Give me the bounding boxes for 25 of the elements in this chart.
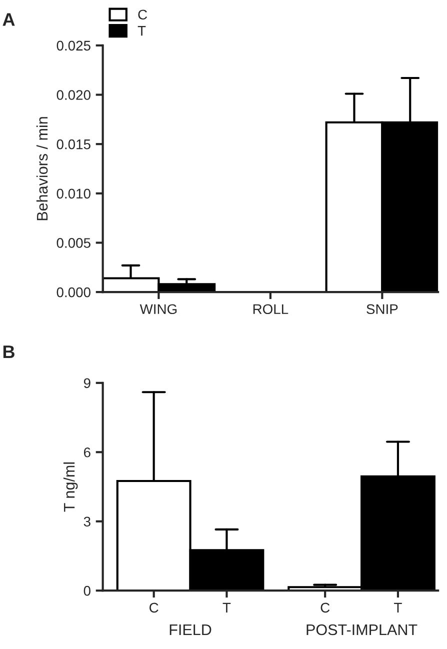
y-tick-label: 9 xyxy=(84,378,90,388)
x-tick-label: SNIP xyxy=(366,304,398,314)
text: POST-IMPLANT xyxy=(306,624,418,636)
y-tick-label: 0 xyxy=(84,586,90,596)
y-tick-label: 3 xyxy=(84,516,90,527)
y-tick-label: 0.000 xyxy=(56,287,90,298)
y-tick-label: 0.020 xyxy=(56,90,90,100)
y-tick-label: 6 xyxy=(84,447,90,458)
text: FIELD xyxy=(170,624,212,635)
chart-title: B xyxy=(3,346,14,358)
legend-label: T xyxy=(138,26,146,36)
x-tick-label: T xyxy=(222,602,231,612)
y-axis-title: T ng/ml xyxy=(63,462,78,512)
legend-label: C xyxy=(138,10,148,20)
x-tick-label: WING xyxy=(140,304,177,314)
x-tick-label: C xyxy=(150,602,158,613)
y-axis-title: Behaviors / min xyxy=(36,117,48,220)
x-tick-label: C xyxy=(320,602,330,613)
y-tick-label: 0.005 xyxy=(56,238,90,248)
x-tick-label: ROLL xyxy=(253,304,288,314)
y-tick-label: 0.025 xyxy=(56,40,90,51)
y-tick-label: 0.015 xyxy=(56,139,90,150)
y-tick-label: 0.010 xyxy=(56,188,90,199)
chart-title: A xyxy=(2,13,15,26)
x-tick-label: T xyxy=(394,602,402,612)
